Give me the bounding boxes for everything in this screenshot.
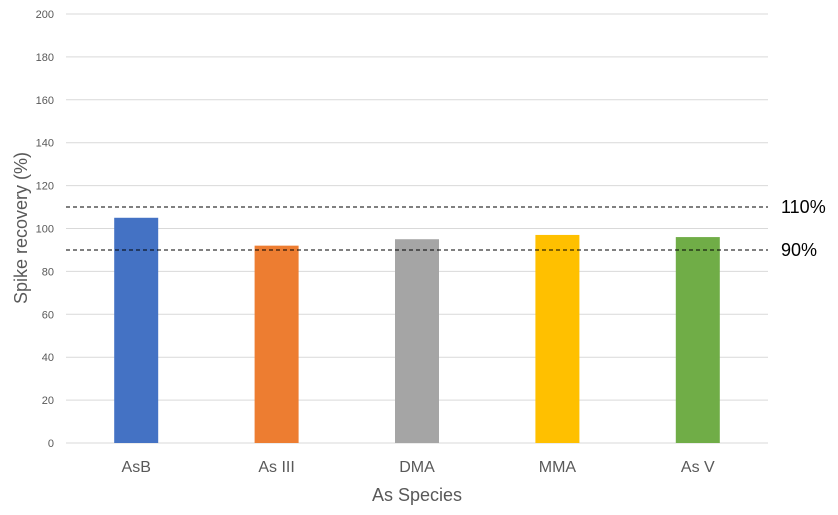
x-tick-labels: AsB As III DMA MMA As V xyxy=(122,459,715,476)
y-tick-label: 0 xyxy=(48,438,54,450)
y-tick-label: 180 xyxy=(36,52,54,64)
reference-label-110: 110% xyxy=(781,197,826,217)
bar-as-v xyxy=(675,237,720,443)
x-axis-title: As Species xyxy=(372,485,462,505)
y-tick-label: 100 xyxy=(36,224,54,236)
y-tick-label: 160 xyxy=(36,95,54,107)
x-tick-label: AsB xyxy=(122,459,151,476)
y-tick-label: 80 xyxy=(42,266,54,278)
y-tick-label: 120 xyxy=(36,181,54,193)
x-tick-label: MMA xyxy=(539,459,577,476)
y-axis-title: Spike recovery (%) xyxy=(11,152,31,304)
bar-as-iii xyxy=(254,245,299,443)
reference-label-90: 90% xyxy=(781,240,817,260)
y-tick-label: 40 xyxy=(42,352,54,364)
y-tick-label: 140 xyxy=(36,138,54,150)
x-tick-label: DMA xyxy=(399,459,435,476)
bar-mma xyxy=(535,234,580,443)
y-tick-labels: 0 20 40 60 80 100 120 140 160 180 200 xyxy=(36,9,54,450)
bar-asb xyxy=(114,217,159,443)
reference-lines: 110% 90% xyxy=(66,197,826,260)
bars xyxy=(114,217,720,443)
y-tick-label: 200 xyxy=(36,9,54,21)
y-tick-label: 60 xyxy=(42,309,54,321)
bar-dma xyxy=(395,239,439,443)
x-tick-label: As III xyxy=(258,459,294,476)
y-tick-label: 20 xyxy=(42,395,54,407)
x-tick-label: As V xyxy=(681,459,715,476)
